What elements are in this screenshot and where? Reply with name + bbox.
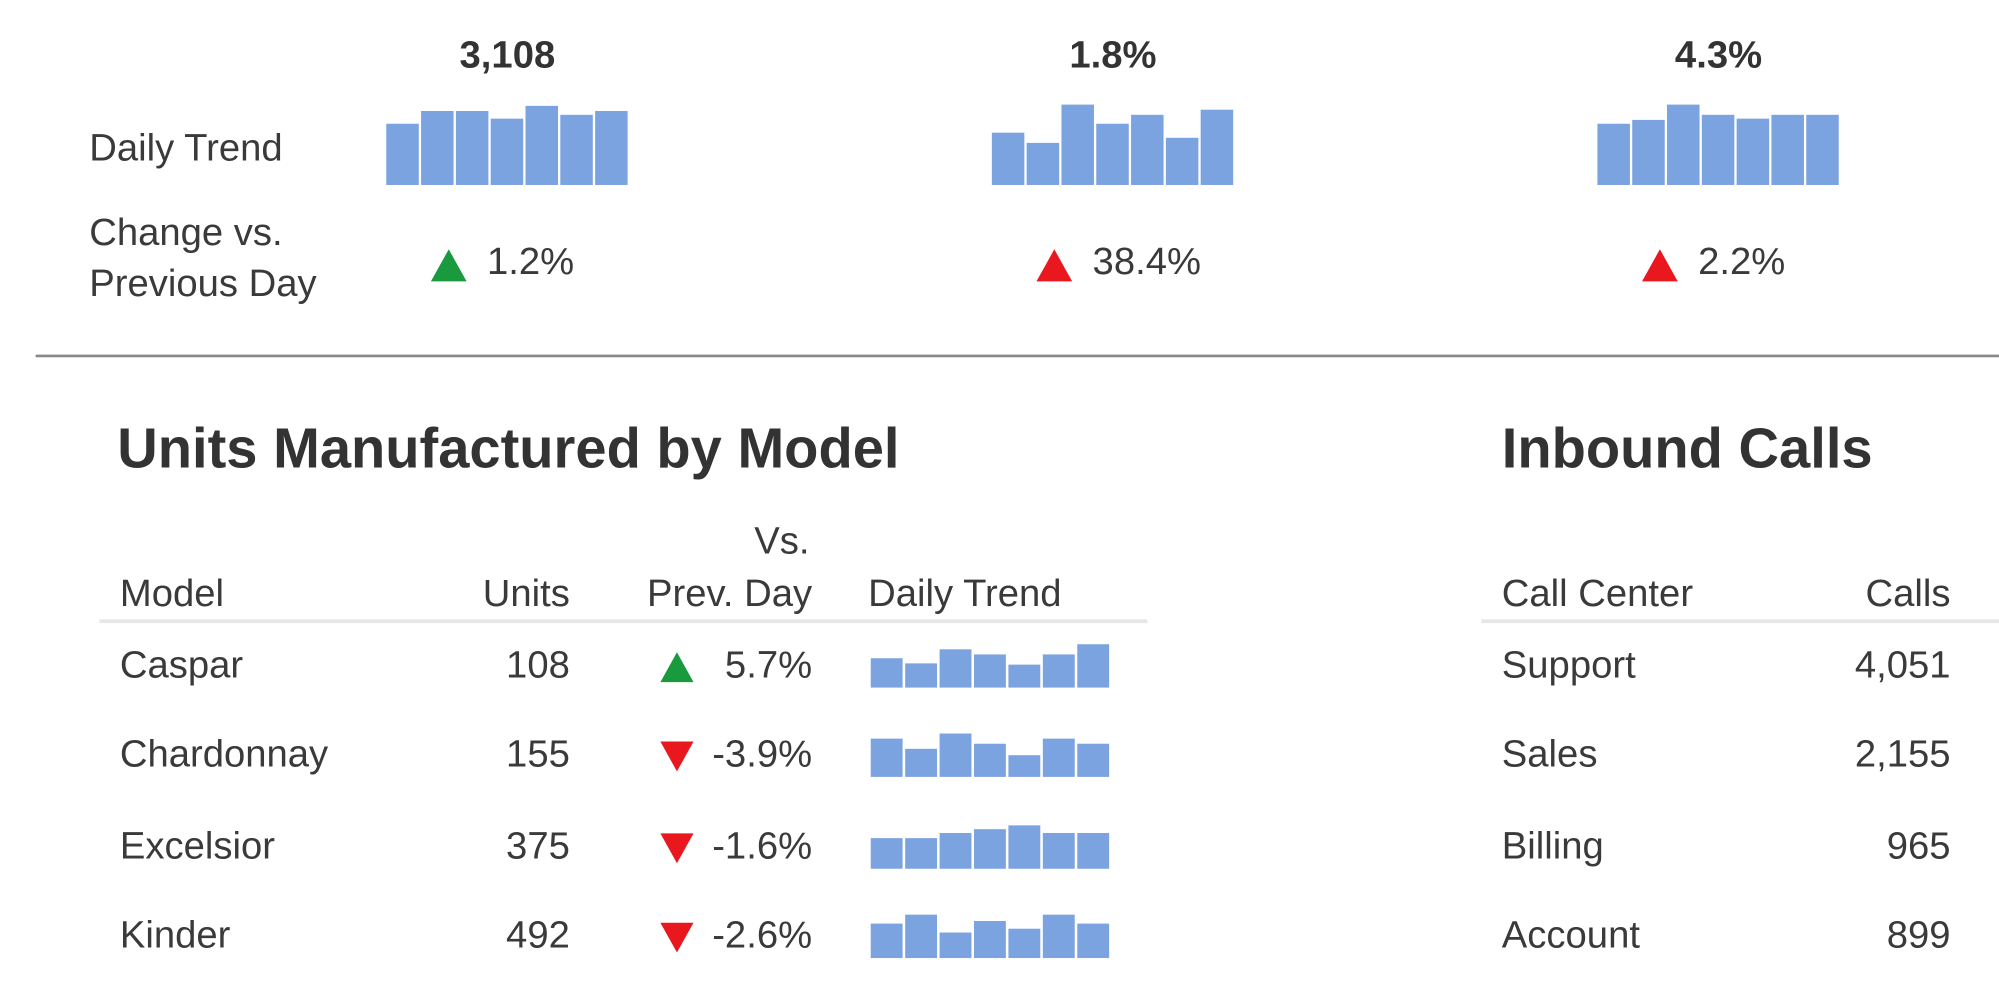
change-indicator bbox=[660, 741, 694, 772]
change-indicator bbox=[660, 922, 694, 953]
spark-bar bbox=[870, 738, 903, 777]
kpi-change: 2.2% bbox=[1698, 240, 1785, 283]
call-count: 965 bbox=[1887, 824, 1951, 867]
spark-bar bbox=[1008, 928, 1041, 959]
spark-bar bbox=[1806, 114, 1839, 185]
spark-bar bbox=[870, 838, 903, 869]
spark-bar bbox=[1131, 114, 1164, 185]
spark-bar bbox=[1026, 142, 1060, 185]
spark-bar bbox=[974, 921, 1006, 959]
spark-bar bbox=[870, 658, 903, 688]
column-header: Calls bbox=[1866, 572, 1951, 615]
spark-bar bbox=[939, 733, 972, 777]
spark-bar bbox=[1077, 833, 1110, 869]
call-center: Support bbox=[1502, 643, 1636, 686]
spark-bar bbox=[1061, 104, 1094, 185]
spark-bar bbox=[1597, 123, 1630, 185]
spark-bar bbox=[974, 743, 1006, 777]
change-indicator bbox=[1036, 249, 1073, 282]
spark-bar bbox=[455, 110, 489, 185]
kpi-value: 4.3% bbox=[1675, 34, 1762, 77]
call-center: Billing bbox=[1502, 824, 1604, 867]
kpi-value: 1.8% bbox=[1069, 34, 1156, 77]
spark-bar bbox=[870, 923, 903, 959]
model-change: 5.7% bbox=[725, 643, 812, 686]
row-label: Daily Trend bbox=[89, 127, 282, 170]
spark-bar bbox=[1736, 118, 1770, 185]
spark-bar bbox=[1667, 104, 1700, 185]
model-change: -3.9% bbox=[712, 733, 812, 776]
spark-bar bbox=[1008, 825, 1041, 869]
spark-bar bbox=[1077, 743, 1110, 777]
spark-bar bbox=[525, 105, 559, 185]
spark-bar bbox=[1701, 114, 1735, 185]
model-units: 492 bbox=[506, 914, 570, 957]
spark-bar bbox=[974, 654, 1006, 688]
column-header: Model bbox=[120, 572, 224, 615]
spark-bar bbox=[1042, 654, 1075, 688]
spark-bar bbox=[1042, 914, 1075, 959]
spark-bar bbox=[939, 649, 972, 688]
model-name: Chardonnay bbox=[120, 733, 329, 776]
spark-bar bbox=[905, 914, 938, 959]
change-indicator bbox=[1642, 249, 1678, 282]
column-header: Call Center bbox=[1502, 572, 1694, 615]
call-count: 899 bbox=[1887, 914, 1951, 957]
spark-bar bbox=[1096, 123, 1129, 185]
spark-bar bbox=[1632, 119, 1665, 185]
call-center: Sales bbox=[1502, 733, 1598, 776]
spark-bar bbox=[490, 118, 524, 185]
spark-bar bbox=[1200, 109, 1234, 185]
spark-bar bbox=[939, 833, 972, 869]
kpi-change: 1.2% bbox=[487, 240, 574, 283]
model-units: 375 bbox=[506, 824, 570, 867]
column-header: Units bbox=[483, 572, 570, 615]
spark-bar bbox=[939, 932, 972, 959]
model-units: 108 bbox=[506, 643, 570, 686]
spark-bar bbox=[1008, 755, 1041, 777]
model-name: Excelsior bbox=[120, 824, 275, 867]
spark-bar bbox=[1042, 833, 1075, 869]
change-indicator bbox=[660, 652, 694, 683]
kpi-value: 3,108 bbox=[460, 34, 556, 77]
section-title: Units Manufactured by Model bbox=[117, 417, 899, 480]
model-change: -2.6% bbox=[712, 914, 812, 957]
column-header: Prev. Day bbox=[647, 572, 813, 615]
model-name: Kinder bbox=[120, 914, 231, 957]
spark-bar bbox=[905, 748, 938, 777]
spark-bar bbox=[1165, 137, 1199, 185]
section-title: Inbound Calls bbox=[1502, 417, 1873, 480]
call-count: 4,051 bbox=[1855, 643, 1951, 686]
spark-bar bbox=[1077, 644, 1110, 688]
spark-bar bbox=[905, 663, 938, 688]
spark-bar bbox=[595, 110, 628, 185]
call-count: 2,155 bbox=[1855, 733, 1951, 776]
spark-bar bbox=[974, 829, 1006, 869]
column-header: Vs. bbox=[754, 520, 809, 563]
spark-bar bbox=[905, 838, 938, 869]
spark-bar bbox=[386, 123, 419, 185]
spark-bar bbox=[1008, 664, 1041, 688]
column-header: Daily Trend bbox=[868, 572, 1061, 615]
row-label: Previous Day bbox=[89, 262, 317, 305]
model-change: -1.6% bbox=[712, 824, 812, 867]
kpi-change: 38.4% bbox=[1093, 240, 1201, 283]
change-indicator bbox=[430, 249, 467, 282]
model-name: Caspar bbox=[120, 643, 244, 686]
spark-bar bbox=[1771, 114, 1804, 185]
call-center: Account bbox=[1502, 914, 1641, 957]
model-units: 155 bbox=[506, 733, 570, 776]
row-label: Change vs. bbox=[89, 211, 282, 254]
change-indicator bbox=[660, 833, 694, 864]
spark-bar bbox=[991, 132, 1025, 185]
spark-bar bbox=[1077, 923, 1110, 959]
spark-bar bbox=[560, 114, 593, 185]
spark-bar bbox=[1042, 738, 1075, 777]
spark-bar bbox=[421, 110, 454, 185]
